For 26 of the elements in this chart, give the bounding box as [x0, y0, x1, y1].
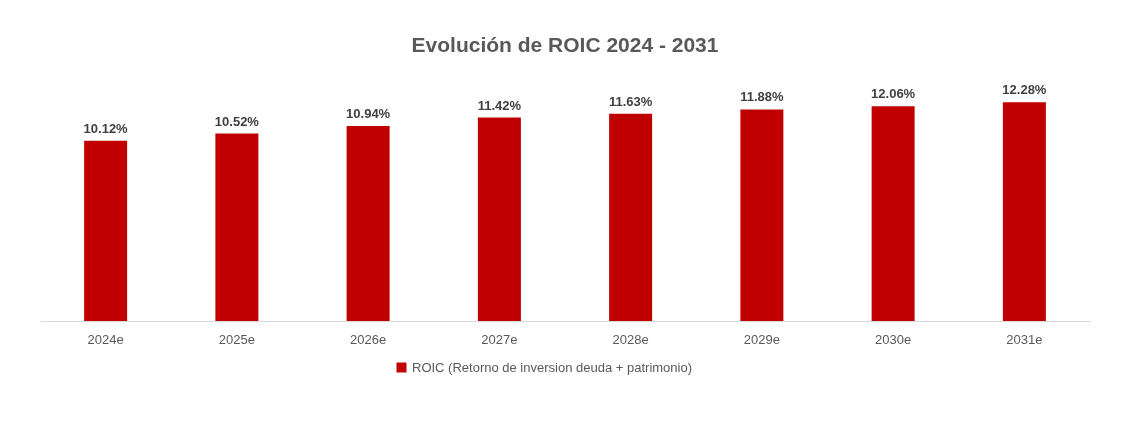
- data-label: 12.28%: [1002, 82, 1047, 98]
- x-tick-label: 2031e: [1006, 331, 1043, 347]
- data-label: 11.88%: [740, 89, 784, 105]
- data-label: 12.06%: [871, 86, 916, 102]
- data-label: 10.12%: [83, 120, 129, 136]
- x-tick-label: 2027e: [481, 331, 518, 347]
- bar: [84, 140, 128, 321]
- x-tick-label: 2025e: [218, 331, 255, 347]
- bar: [215, 133, 259, 321]
- data-label: 10.94%: [346, 106, 391, 122]
- data-label: 10.52%: [214, 113, 260, 129]
- chart-title: Evolución de ROIC 2024 - 2031: [411, 33, 719, 56]
- data-label: 11.63%: [608, 93, 653, 109]
- bar: [477, 117, 521, 321]
- bar: [1002, 102, 1046, 321]
- bar: [609, 113, 653, 321]
- data-label: 11.42%: [477, 97, 522, 113]
- x-tick-label: 2029e: [743, 331, 780, 347]
- bar: [740, 109, 784, 321]
- x-tick-label: 2024e: [87, 331, 124, 347]
- legend-label: ROIC (Retorno de inversion deuda + patrimonio): [412, 359, 693, 375]
- x-tick-label: 2026e: [350, 331, 387, 347]
- bar: [346, 126, 390, 321]
- bar: [871, 106, 915, 321]
- x-tick-label: 2028e: [612, 331, 649, 347]
- x-tick-label: 2030e: [875, 331, 912, 347]
